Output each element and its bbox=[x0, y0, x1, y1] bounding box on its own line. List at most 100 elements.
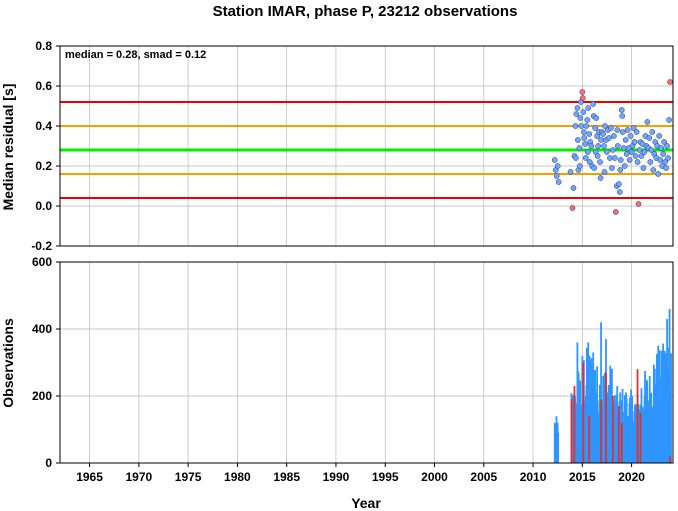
x-tick-label: 1995 bbox=[372, 470, 399, 484]
residual-point bbox=[551, 157, 558, 163]
residual-point bbox=[581, 135, 588, 141]
observation-bar bbox=[577, 372, 580, 463]
residual-point bbox=[584, 149, 591, 155]
residual-frame bbox=[59, 45, 674, 247]
year-x-ticks: 1965 1970 1975 1980 1985 1990 1995 2000 2005 2010… bbox=[76, 463, 645, 484]
residual-point bbox=[617, 167, 624, 173]
y-tick-label: 200 bbox=[32, 389, 52, 403]
outlier-bar bbox=[617, 406, 620, 463]
outlier-point bbox=[579, 95, 586, 101]
residual-point bbox=[573, 155, 579, 161]
y-tick-label: 0.8 bbox=[35, 39, 52, 53]
x-tick-label: 2000 bbox=[421, 470, 448, 484]
x-tick-label: 1990 bbox=[323, 470, 350, 484]
residual-point bbox=[597, 159, 603, 165]
residual-point bbox=[614, 143, 621, 149]
observation-bar bbox=[609, 365, 612, 463]
outlier-bar bbox=[588, 416, 591, 463]
residual-point bbox=[572, 123, 579, 129]
residual-point bbox=[584, 117, 591, 123]
residual-point bbox=[582, 155, 589, 161]
residual-point bbox=[657, 157, 664, 163]
residual-point bbox=[610, 147, 616, 153]
x-tick-label: 2015 bbox=[569, 470, 596, 484]
residual-point bbox=[623, 151, 630, 157]
observations-y-label: Observations bbox=[0, 318, 16, 408]
y-tick-label: 0.0 bbox=[35, 199, 52, 213]
residual-point bbox=[665, 155, 671, 161]
residual-point bbox=[664, 143, 670, 149]
residual-point bbox=[580, 129, 587, 135]
residual-point bbox=[666, 117, 672, 123]
residual-point bbox=[658, 145, 665, 151]
residual-point bbox=[577, 115, 584, 121]
residual-point bbox=[633, 129, 640, 135]
residual-point bbox=[612, 155, 618, 161]
median-annotation: median = 0.28, smad = 0.12 bbox=[65, 49, 206, 61]
y-tick-label: 0 bbox=[45, 456, 52, 470]
outlier-bar bbox=[582, 362, 585, 463]
observation-bar bbox=[600, 322, 602, 463]
y-tick-label: 0.6 bbox=[35, 79, 52, 93]
residual-point bbox=[622, 137, 629, 143]
residual-point bbox=[662, 159, 668, 165]
residual-point bbox=[555, 179, 562, 185]
residual-point bbox=[598, 137, 604, 143]
residual-point bbox=[660, 151, 666, 157]
residual-point bbox=[617, 157, 624, 163]
residual-point bbox=[615, 181, 622, 187]
residual-point bbox=[608, 125, 614, 131]
residual-point bbox=[585, 105, 592, 111]
x-tick-label: 1975 bbox=[175, 470, 202, 484]
y-tick-label: 0.4 bbox=[35, 119, 52, 133]
residual-point bbox=[627, 133, 634, 139]
residual-point bbox=[628, 149, 635, 155]
y-tick-label: 400 bbox=[32, 322, 52, 336]
residual-point bbox=[661, 139, 667, 145]
residual-point bbox=[644, 119, 651, 125]
outlier-bar bbox=[669, 456, 671, 463]
residual-point bbox=[601, 143, 607, 149]
residual-point bbox=[580, 109, 587, 115]
residual-point bbox=[604, 149, 610, 155]
x-tick-label: 1980 bbox=[224, 470, 251, 484]
x-tick-label: 1985 bbox=[273, 470, 300, 484]
x-tick-label: 2020 bbox=[618, 470, 645, 484]
observation-bar bbox=[668, 308, 671, 463]
x-tick-label: 1965 bbox=[76, 470, 103, 484]
observations-frame bbox=[59, 261, 674, 464]
residual-point bbox=[554, 163, 561, 169]
outlier-bar bbox=[620, 422, 623, 463]
residual-point bbox=[588, 143, 595, 149]
residual-point bbox=[609, 165, 615, 171]
residual-point bbox=[648, 147, 655, 153]
residual-point bbox=[611, 133, 617, 139]
residual-point bbox=[619, 113, 626, 119]
observation-bar bbox=[576, 342, 579, 463]
residual-point bbox=[570, 185, 577, 191]
residual-point bbox=[624, 127, 631, 133]
outlier-point bbox=[667, 79, 673, 85]
residual-point bbox=[601, 169, 608, 175]
residual-point bbox=[649, 129, 656, 135]
observations-y-ticks: 0 200 400 600 bbox=[32, 255, 60, 470]
outlier-point bbox=[612, 209, 619, 215]
residual-point bbox=[591, 165, 598, 171]
residual-point bbox=[607, 155, 613, 161]
residual-point bbox=[583, 123, 590, 129]
residual-point bbox=[578, 123, 585, 129]
residual-point bbox=[575, 137, 581, 143]
residual-point bbox=[595, 143, 601, 149]
y-tick-label: -0.2 bbox=[31, 239, 52, 253]
residual-point bbox=[576, 145, 583, 151]
residual-point bbox=[638, 153, 645, 159]
outlier-bar bbox=[611, 396, 614, 463]
outlier-bar bbox=[570, 399, 573, 463]
residual-point bbox=[626, 157, 633, 163]
x-tick-label: 2005 bbox=[470, 470, 497, 484]
observation-bar bbox=[670, 353, 672, 463]
y-tick-label: 600 bbox=[32, 255, 52, 269]
residual-point bbox=[640, 165, 647, 171]
residual-point bbox=[594, 153, 601, 159]
